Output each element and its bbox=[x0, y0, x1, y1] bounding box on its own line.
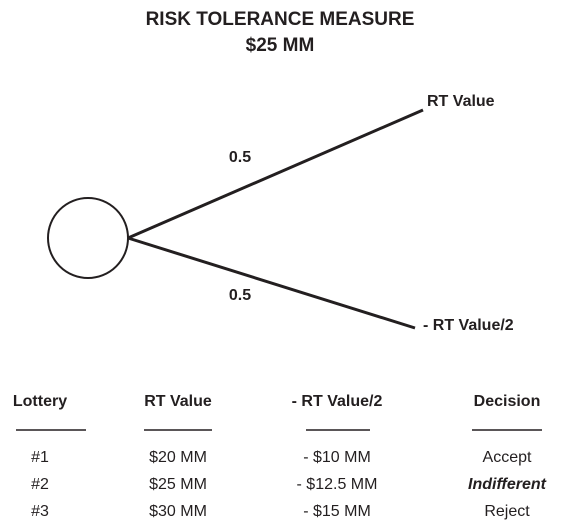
table-cell: - $10 MM bbox=[303, 449, 371, 466]
table-cell: - $12.5 MM bbox=[297, 476, 378, 493]
table-cell: $30 MM bbox=[149, 503, 207, 520]
chance-node bbox=[47, 197, 129, 279]
table-cell: #2 bbox=[31, 476, 49, 493]
table-cell: - $15 MM bbox=[303, 503, 371, 520]
table-cell: #3 bbox=[31, 503, 49, 520]
table-cell: Indifferent bbox=[468, 476, 547, 493]
probability: 0.5 bbox=[229, 287, 251, 304]
column-header: RT Value bbox=[144, 393, 212, 410]
title: $25 MM bbox=[246, 35, 315, 56]
outcome: RT Value bbox=[427, 93, 495, 110]
table-cell: $20 MM bbox=[149, 449, 207, 466]
table-cell: $25 MM bbox=[149, 476, 207, 493]
title: RISK TOLERANCE MEASURE bbox=[146, 9, 415, 30]
table-cell: #1 bbox=[31, 449, 49, 466]
column-header: Lottery bbox=[13, 393, 67, 410]
column-header: - RT Value/2 bbox=[292, 393, 383, 410]
branch-line bbox=[127, 108, 424, 240]
probability: 0.5 bbox=[229, 149, 251, 166]
outcome: - RT Value/2 bbox=[423, 317, 514, 334]
column-header: Decision bbox=[474, 393, 541, 410]
table-cell: Accept bbox=[483, 449, 532, 466]
table-cell: Reject bbox=[484, 503, 530, 520]
branch-line bbox=[127, 236, 416, 330]
